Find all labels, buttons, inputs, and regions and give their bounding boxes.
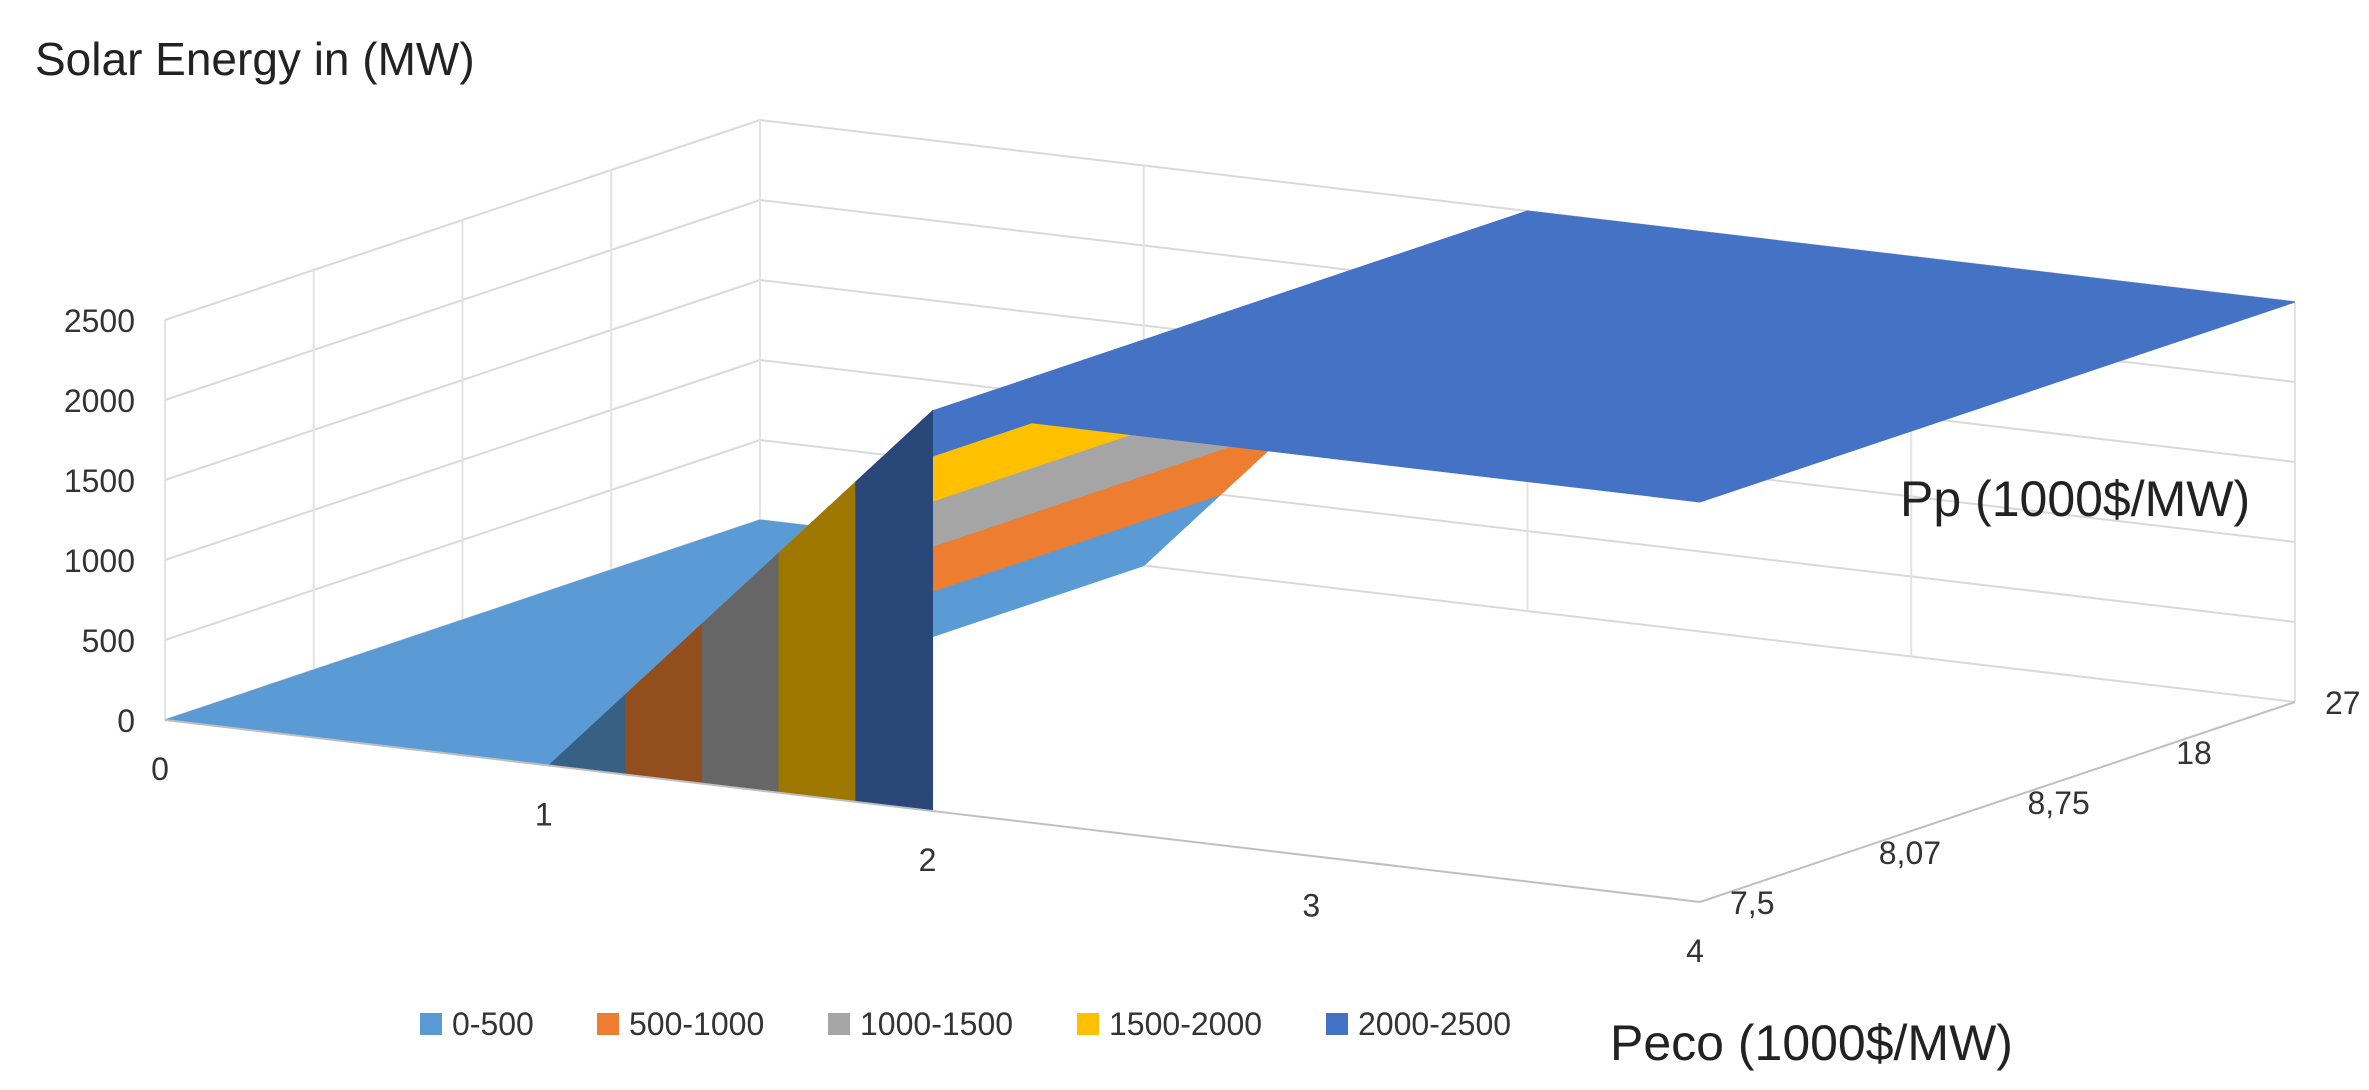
legend-label: 0-500 [452,1006,534,1042]
y-tick-label: 7,5 [1730,885,1774,921]
legend-label: 1500-2000 [1109,1006,1262,1042]
legend-entry: 1000-1500 [828,1006,1013,1042]
x-tick-label: 3 [1302,888,1320,924]
z-tick-label: 500 [82,623,135,659]
gridlines [164,118,2296,721]
legend: 0-500 500-1000 1000-1500 1500-2000 2000-2500 [420,1006,1511,1042]
y-axis-title: Pp (1000$/MW) [1900,471,2250,527]
z-tick-label: 2000 [64,383,135,419]
surface-plot [164,210,2296,812]
legend-label: 2000-2500 [1358,1006,1511,1042]
legend-entry: 0-500 [420,1006,534,1042]
y-tick-label: 18 [2176,735,2212,771]
x-axis-title: Peco (1000$/MW) [1610,1015,2013,1071]
y-axis-line [1699,701,2296,903]
y-tick-label: 27 [2325,685,2361,721]
y-tick-label: 8,75 [2028,785,2090,821]
legend-label: 1000-1500 [860,1006,1013,1042]
tick-labels: 0 500 1000 1500 2000 2500 0 1 2 3 4 27 18 8,75 8,07 7,5 [64,303,2361,969]
z-tick-label: 2500 [64,303,135,339]
surface-side-face [855,409,933,812]
x-tick-label: 0 [151,751,169,787]
z-tick-label: 1000 [64,543,135,579]
axes [164,701,2296,903]
chart-title: Solar Energy in (MW) [35,33,475,85]
legend-label: 500-1000 [629,1006,764,1042]
legend-swatch [1077,1013,1099,1035]
surface-strip [1316,255,2296,503]
legend-swatch [597,1013,619,1035]
x-axis-line [164,719,1701,903]
z-tick-label: 0 [117,703,135,739]
x-tick-label: 4 [1686,933,1704,969]
x-tick-label: 1 [535,797,553,833]
legend-swatch [1326,1013,1348,1035]
y-tick-label: 8,07 [1879,835,1941,871]
legend-swatch [420,1013,442,1035]
z-tick-label: 1500 [64,463,135,499]
x-tick-label: 2 [919,842,937,878]
legend-entry: 1500-2000 [1077,1006,1262,1042]
legend-entry: 2000-2500 [1326,1006,1511,1042]
legend-entry: 500-1000 [597,1006,764,1042]
legend-swatch [828,1013,850,1035]
